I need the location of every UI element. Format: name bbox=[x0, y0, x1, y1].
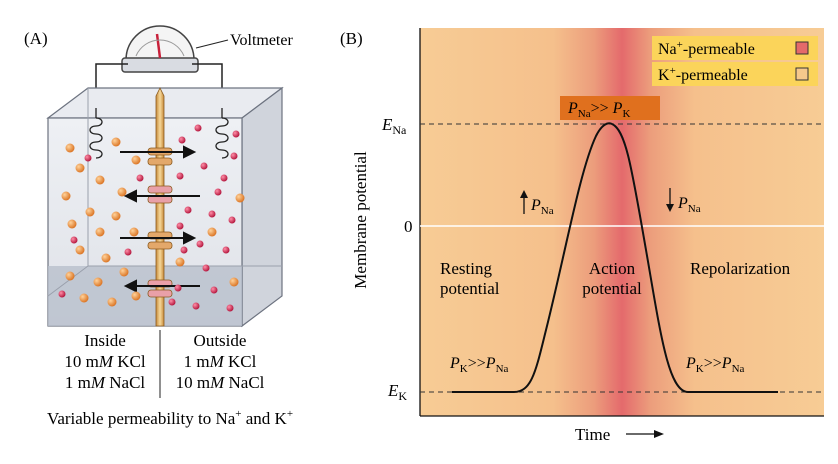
inside-nacl: 1 mM NaCl bbox=[65, 373, 146, 392]
ion-flow-arrows bbox=[120, 145, 200, 293]
legend-na-label: Na+-permeable bbox=[658, 39, 755, 58]
voltmeter-label: Voltmeter bbox=[230, 32, 293, 49]
resting-label-line1: Resting bbox=[440, 259, 492, 278]
rising-pna-label: PNa bbox=[530, 197, 554, 217]
peak-permeability-box bbox=[560, 96, 660, 120]
solution-tank bbox=[46, 86, 284, 328]
inside-title: Inside bbox=[84, 331, 126, 350]
action-label-line1: Action bbox=[589, 259, 636, 278]
permeability-caption: Variable permeability to Na+ and K+ bbox=[47, 408, 293, 428]
voltmeter-pointer-line bbox=[195, 39, 229, 49]
y-axis-label: Membrane potential bbox=[351, 151, 370, 289]
falling-pna-label: PNa bbox=[677, 195, 701, 215]
zero-tick-label: 0 bbox=[404, 217, 413, 236]
action-label-line2: potential bbox=[582, 279, 642, 298]
resting-label-line2: potential bbox=[440, 279, 500, 298]
left-electrode-icon bbox=[89, 108, 103, 159]
permeability-background bbox=[420, 28, 824, 416]
outside-nacl: 10 mM NaCl bbox=[176, 373, 265, 392]
time-arrow-icon bbox=[626, 430, 664, 438]
left-ratio-label: PK>>PNa bbox=[449, 355, 509, 375]
right-ratio-label: PK>>PNa bbox=[685, 355, 745, 375]
outside-title: Outside bbox=[194, 331, 247, 350]
legend-k-swatch bbox=[795, 67, 809, 81]
legend-k-label: K+-permeable bbox=[658, 65, 748, 84]
legend: Na+-permeable K+-permeable bbox=[652, 36, 818, 86]
panel-b-label: (B) bbox=[340, 29, 363, 48]
ek-tick-label: EK bbox=[387, 381, 407, 403]
up-arrow-icon bbox=[520, 190, 528, 214]
outside-kcl: 1 mM KCl bbox=[184, 352, 257, 371]
x-axis-label: Time bbox=[575, 425, 610, 444]
inside-kcl: 10 mM KCl bbox=[64, 352, 146, 371]
right-electrode-icon bbox=[215, 108, 229, 159]
legend-na-swatch bbox=[795, 41, 809, 55]
panel-a-label: (A) bbox=[24, 29, 48, 48]
repolarization-label: Repolarization bbox=[690, 259, 791, 278]
action-potential-curve bbox=[452, 122, 778, 393]
membrane-divider bbox=[147, 87, 173, 327]
peak-permeability-label: PNa>> PK bbox=[567, 100, 630, 120]
voltmeter-icon bbox=[121, 25, 199, 73]
ions bbox=[58, 124, 245, 312]
ena-tick-label: ENa bbox=[381, 115, 407, 137]
down-arrow-icon bbox=[666, 188, 674, 212]
